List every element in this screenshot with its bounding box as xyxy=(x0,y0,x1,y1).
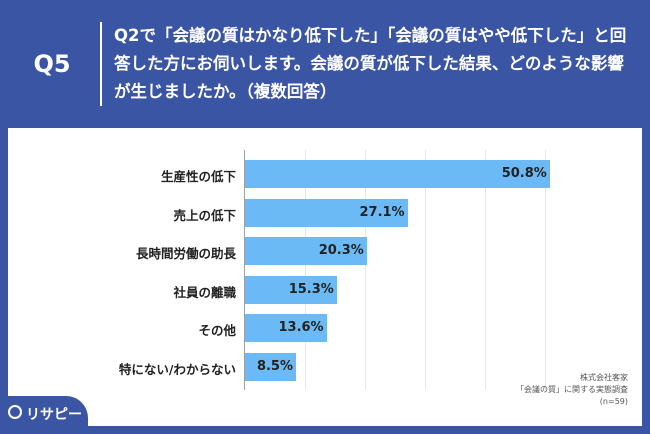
value-label: 27.1% xyxy=(359,204,405,220)
category-label: 売上の低下 xyxy=(173,207,236,223)
bar xyxy=(245,314,327,342)
value-label: 50.8% xyxy=(501,166,547,181)
gridline xyxy=(485,150,486,390)
source-survey: 「会議の質」に関する実態調査 xyxy=(516,385,628,394)
gridline xyxy=(365,150,366,390)
source-company: 株式会社客家 xyxy=(580,373,628,382)
category-label: 長時間労働の助長 xyxy=(135,246,236,261)
lightbulb-icon xyxy=(8,405,22,419)
question-header: Q5 Q2で「会議の質はかなり低下した」「会議の質はやや低下した」と回答した方に… xyxy=(0,0,650,128)
category-label: 社員の離職 xyxy=(173,284,236,300)
source-sample-size: (n=59) xyxy=(599,397,628,406)
question-text: Q2で「会議の質はかなり低下した」「会議の質はやや低下した」と回答した方にお伺い… xyxy=(114,26,627,101)
value-label: 20.3% xyxy=(318,243,364,258)
gridline xyxy=(425,150,426,390)
bar xyxy=(245,237,367,265)
brand-logo-text: リサピー xyxy=(26,407,82,423)
source-note: 株式会社客家 「会議の質」に関する実態調査 (n=59) xyxy=(440,372,628,408)
category-label: 生産性の低下 xyxy=(160,169,236,184)
value-label: 13.6% xyxy=(278,320,324,335)
bar xyxy=(245,160,550,188)
header-divider xyxy=(100,22,102,106)
value-label: 15.3% xyxy=(288,281,334,297)
gridline xyxy=(545,150,546,390)
bar xyxy=(245,275,337,304)
bar xyxy=(245,352,296,381)
category-label: 特にない/わからない xyxy=(118,361,236,377)
category-axis xyxy=(244,150,245,390)
category-label: その他 xyxy=(198,323,236,338)
bar xyxy=(245,198,408,227)
question-number: Q5 xyxy=(33,50,71,78)
gridline xyxy=(305,150,306,390)
value-label: 8.5% xyxy=(256,358,293,374)
